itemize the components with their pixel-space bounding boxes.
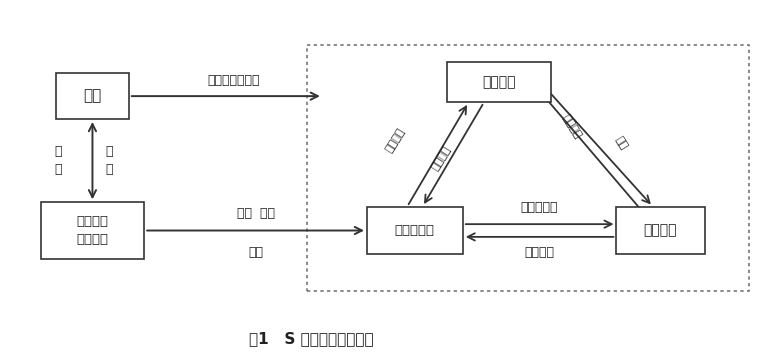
Text: 合
作: 合 作 [106,145,113,176]
Text: 组织培育: 组织培育 [431,144,453,172]
Text: 组织参与: 组织参与 [525,246,555,259]
Bar [40,202,144,259]
Text: 引领: 引领 [248,247,263,260]
Text: 面向群众: 面向群众 [560,113,583,140]
Text: 图1   S 社区协同治理模式: 图1 S 社区协同治理模式 [249,331,373,346]
Bar [56,73,129,119]
Bar [616,207,705,254]
Bar [367,207,462,254]
Text: 政策、资金支持: 政策、资金支持 [207,74,260,87]
Text: 社区居民: 社区居民 [644,223,677,237]
Text: 政府: 政府 [83,89,102,104]
Text: 引领: 引领 [613,134,629,151]
Text: 示范带头: 示范带头 [384,126,407,154]
Text: 协商、沟通: 协商、沟通 [521,201,559,214]
Text: 协
同: 协 同 [54,145,61,176]
Text: 社区自组织: 社区自组织 [395,224,435,237]
Bar [448,62,551,102]
Text: 增能  赋权: 增能 赋权 [237,207,275,220]
Text: 社区两委
社工机构: 社区两委 社工机构 [77,215,109,246]
Text: 社区精英: 社区精英 [483,75,516,89]
Bar [307,45,749,291]
